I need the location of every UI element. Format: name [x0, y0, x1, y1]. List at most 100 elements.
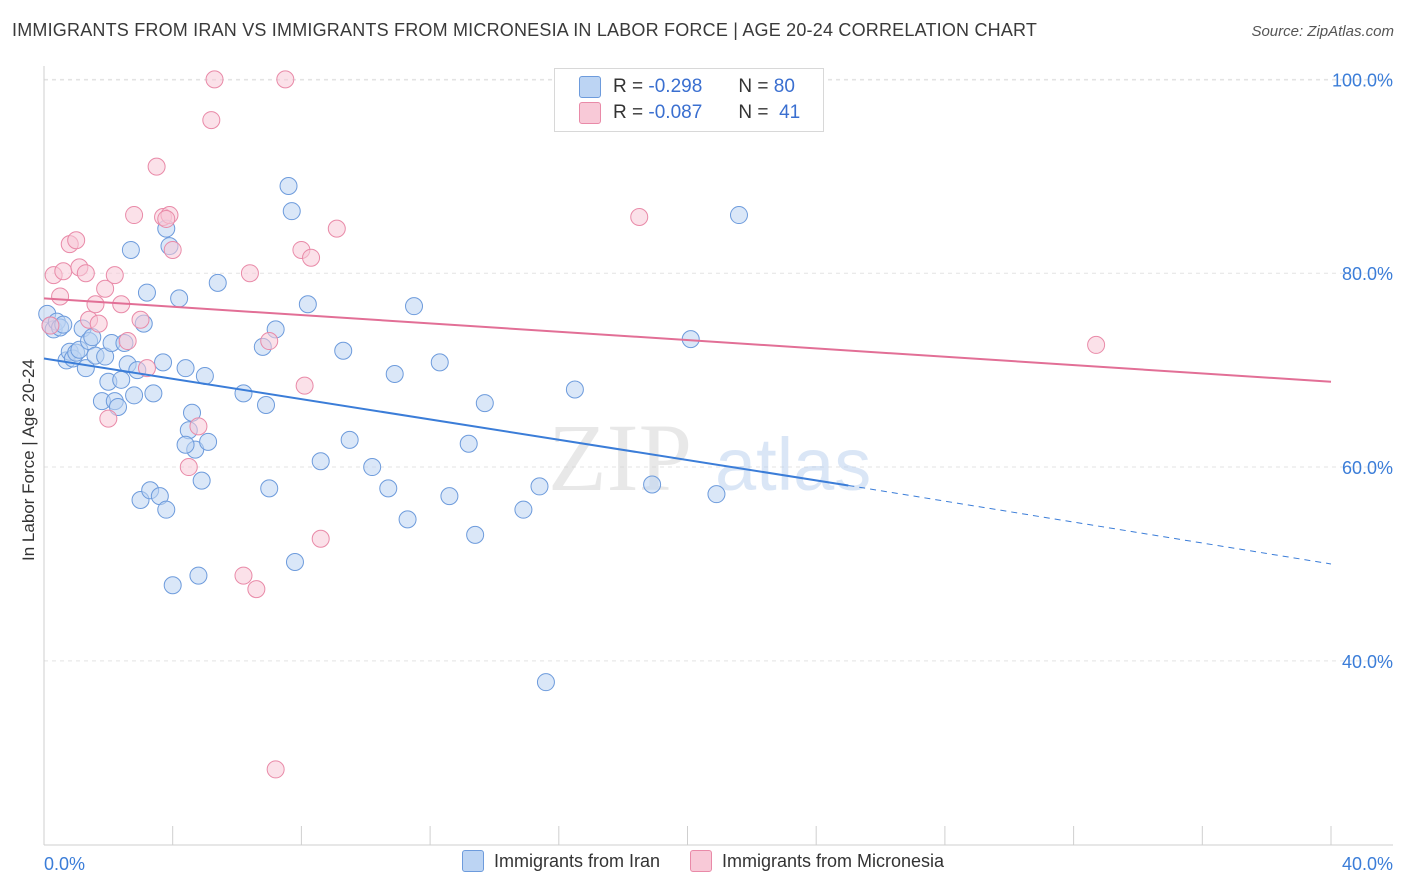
micronesia-point — [96, 279, 115, 298]
iran-point — [279, 176, 298, 195]
axes — [43, 66, 1393, 846]
iran-point — [530, 477, 549, 496]
iran-point — [137, 283, 156, 302]
micronesia-point — [89, 314, 108, 333]
iran-point — [363, 458, 382, 477]
micronesia-point — [54, 262, 73, 281]
micronesia-point — [137, 359, 156, 378]
micronesia-point — [41, 316, 60, 335]
iran-point — [121, 240, 140, 259]
x-tick-label-min: 0.0% — [44, 854, 85, 874]
iran-point — [398, 510, 417, 529]
iran-swatch — [579, 76, 601, 98]
r-value-iran: -0.298 — [648, 76, 703, 97]
iran-point — [643, 475, 662, 494]
watermark-atlas: atlas — [715, 423, 871, 506]
stats-row-iran: R = -0.298 N = 80 — [579, 75, 795, 99]
iran-point — [163, 576, 182, 595]
data-points — [38, 70, 1106, 779]
iran-point — [466, 525, 485, 544]
micronesia-point — [86, 295, 105, 314]
source-label: Source: ZipAtlas.com — [1251, 23, 1394, 40]
micronesia-point — [302, 248, 321, 267]
n-value-iran: 80 — [773, 76, 795, 97]
iran-point — [707, 485, 726, 504]
bottom-legend: Immigrants from Iran Immigrants from Mic… — [0, 850, 1406, 872]
n-label: N = — [738, 76, 769, 97]
n-label: N = — [738, 102, 769, 123]
micronesia-point — [327, 219, 346, 238]
micronesia-point — [189, 417, 208, 436]
trend-lines — [43, 297, 1332, 565]
iran-point — [189, 566, 208, 585]
iran-point — [144, 384, 163, 403]
iran-point — [729, 206, 748, 225]
iran-point — [257, 396, 276, 415]
micronesia-point — [179, 458, 198, 477]
micronesia-point — [205, 70, 224, 89]
micronesia-point — [51, 287, 70, 306]
micronesia-trend-line — [43, 297, 1332, 383]
micronesia-point — [76, 264, 95, 283]
y-tick-label: 60.0% — [1342, 458, 1393, 478]
legend-item-iran: Immigrants from Iran — [461, 850, 660, 872]
iran-point — [176, 435, 195, 454]
iran-point — [170, 289, 189, 308]
iran-point — [536, 673, 555, 692]
micronesia-point — [311, 529, 330, 548]
iran-point — [199, 432, 218, 451]
iran-point — [260, 479, 279, 498]
micronesia-point — [131, 310, 150, 329]
iran-point — [176, 359, 195, 378]
iran-point — [208, 273, 227, 292]
micronesia-swatch — [579, 102, 601, 124]
stats-row-micronesia: R = -0.087 N = 41 — [579, 101, 800, 125]
iran-point — [311, 452, 330, 471]
iran-point — [430, 353, 449, 372]
legend-swatch-micronesia — [690, 850, 712, 872]
micronesia-point — [266, 760, 285, 779]
y-tick-label: 100.0% — [1332, 70, 1393, 90]
micronesia-point — [125, 206, 144, 225]
micronesia-point — [163, 240, 182, 259]
iran-point — [459, 434, 478, 453]
micronesia-point — [105, 266, 124, 285]
y-axis-label: In Labor Force | Age 20-24 — [19, 359, 38, 561]
micronesia-point — [260, 332, 279, 351]
y-tick-label: 40.0% — [1342, 652, 1393, 672]
iran-point — [379, 479, 398, 498]
y-tick-label: 80.0% — [1342, 264, 1393, 284]
stats-legend: R = -0.298 N = 80 R = -0.087 N = 41 — [554, 68, 824, 132]
legend-swatch-iran — [461, 850, 484, 872]
iran-point — [195, 366, 214, 385]
micronesia-point — [157, 209, 176, 228]
iran-point — [565, 380, 584, 399]
iran-trend-extension — [848, 484, 1332, 565]
iran-point — [285, 553, 304, 572]
iran-point — [109, 397, 128, 416]
iran-point — [405, 297, 424, 316]
iran-point — [385, 365, 404, 383]
iran-point — [112, 370, 131, 389]
micronesia-point — [118, 332, 137, 351]
iran-point — [298, 295, 317, 314]
iran-point — [334, 341, 353, 360]
x-tick-label-max: 40.0% — [1342, 854, 1393, 874]
n-value-micronesia: 41 — [779, 102, 801, 123]
r-label: R = — [613, 76, 644, 97]
micronesia-point — [202, 111, 221, 130]
micronesia-point — [247, 580, 266, 599]
iran-point — [475, 394, 494, 413]
iran-point — [514, 500, 533, 519]
iran-point — [125, 386, 144, 405]
iran-point — [154, 353, 173, 372]
legend-item-micronesia: Immigrants from Micronesia — [690, 850, 944, 872]
legend-label-iran: Immigrants from Iran — [493, 850, 660, 871]
iran-point — [282, 202, 301, 221]
micronesia-point — [1087, 335, 1106, 354]
iran-point — [157, 500, 176, 519]
micronesia-point — [276, 70, 295, 89]
r-value-micronesia: -0.087 — [648, 102, 703, 123]
micronesia-point — [234, 566, 253, 585]
